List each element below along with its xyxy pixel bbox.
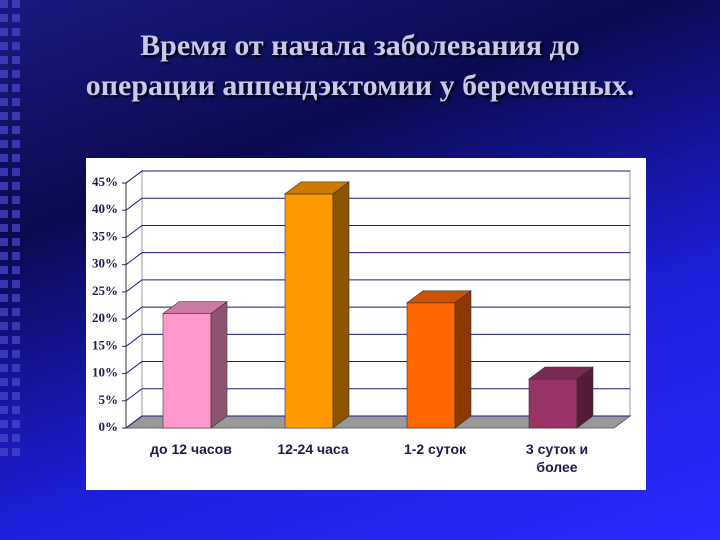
bar-top (284, 181, 350, 195)
grid-line (125, 279, 630, 293)
grid-line (125, 224, 630, 238)
bar (528, 366, 594, 429)
y-tick-label: 35% (92, 228, 118, 243)
x-tick-label: 12-24 часа (277, 441, 349, 457)
bar (284, 181, 350, 429)
bar (406, 290, 472, 429)
grid-line (125, 197, 630, 211)
side-wall (125, 170, 143, 429)
decor-strip (0, 0, 24, 460)
bar-top (162, 301, 228, 314)
x-tick-label: 3 суток и более (525, 441, 589, 475)
bar-side (332, 181, 350, 429)
bar-top (528, 366, 594, 380)
y-tick-label: 45% (92, 174, 118, 189)
grid-line (125, 252, 630, 266)
y-tick-label: 15% (92, 337, 118, 352)
bar-front (406, 302, 456, 429)
y-tick-label: 5% (99, 392, 119, 407)
y-tick-label: 0% (99, 419, 119, 434)
y-tick-label: 40% (92, 201, 118, 216)
bar-side (210, 301, 228, 429)
y-tick-label: 10% (92, 365, 118, 380)
bar-front (284, 193, 334, 429)
bar-top (406, 290, 472, 304)
x-tick-label: 1-2 суток (403, 441, 467, 457)
chart-title: Время от начала заболевания до операции … (85, 29, 635, 102)
y-tick-label: 25% (92, 283, 118, 298)
bar (162, 301, 228, 429)
bar-front (528, 378, 578, 429)
bar-side (454, 290, 472, 429)
bar-front (162, 313, 212, 429)
y-tick-label: 20% (92, 310, 118, 325)
grid-line (125, 170, 630, 184)
y-tick-label: 30% (92, 256, 118, 271)
x-tick-label: до 12 часов (150, 441, 232, 457)
